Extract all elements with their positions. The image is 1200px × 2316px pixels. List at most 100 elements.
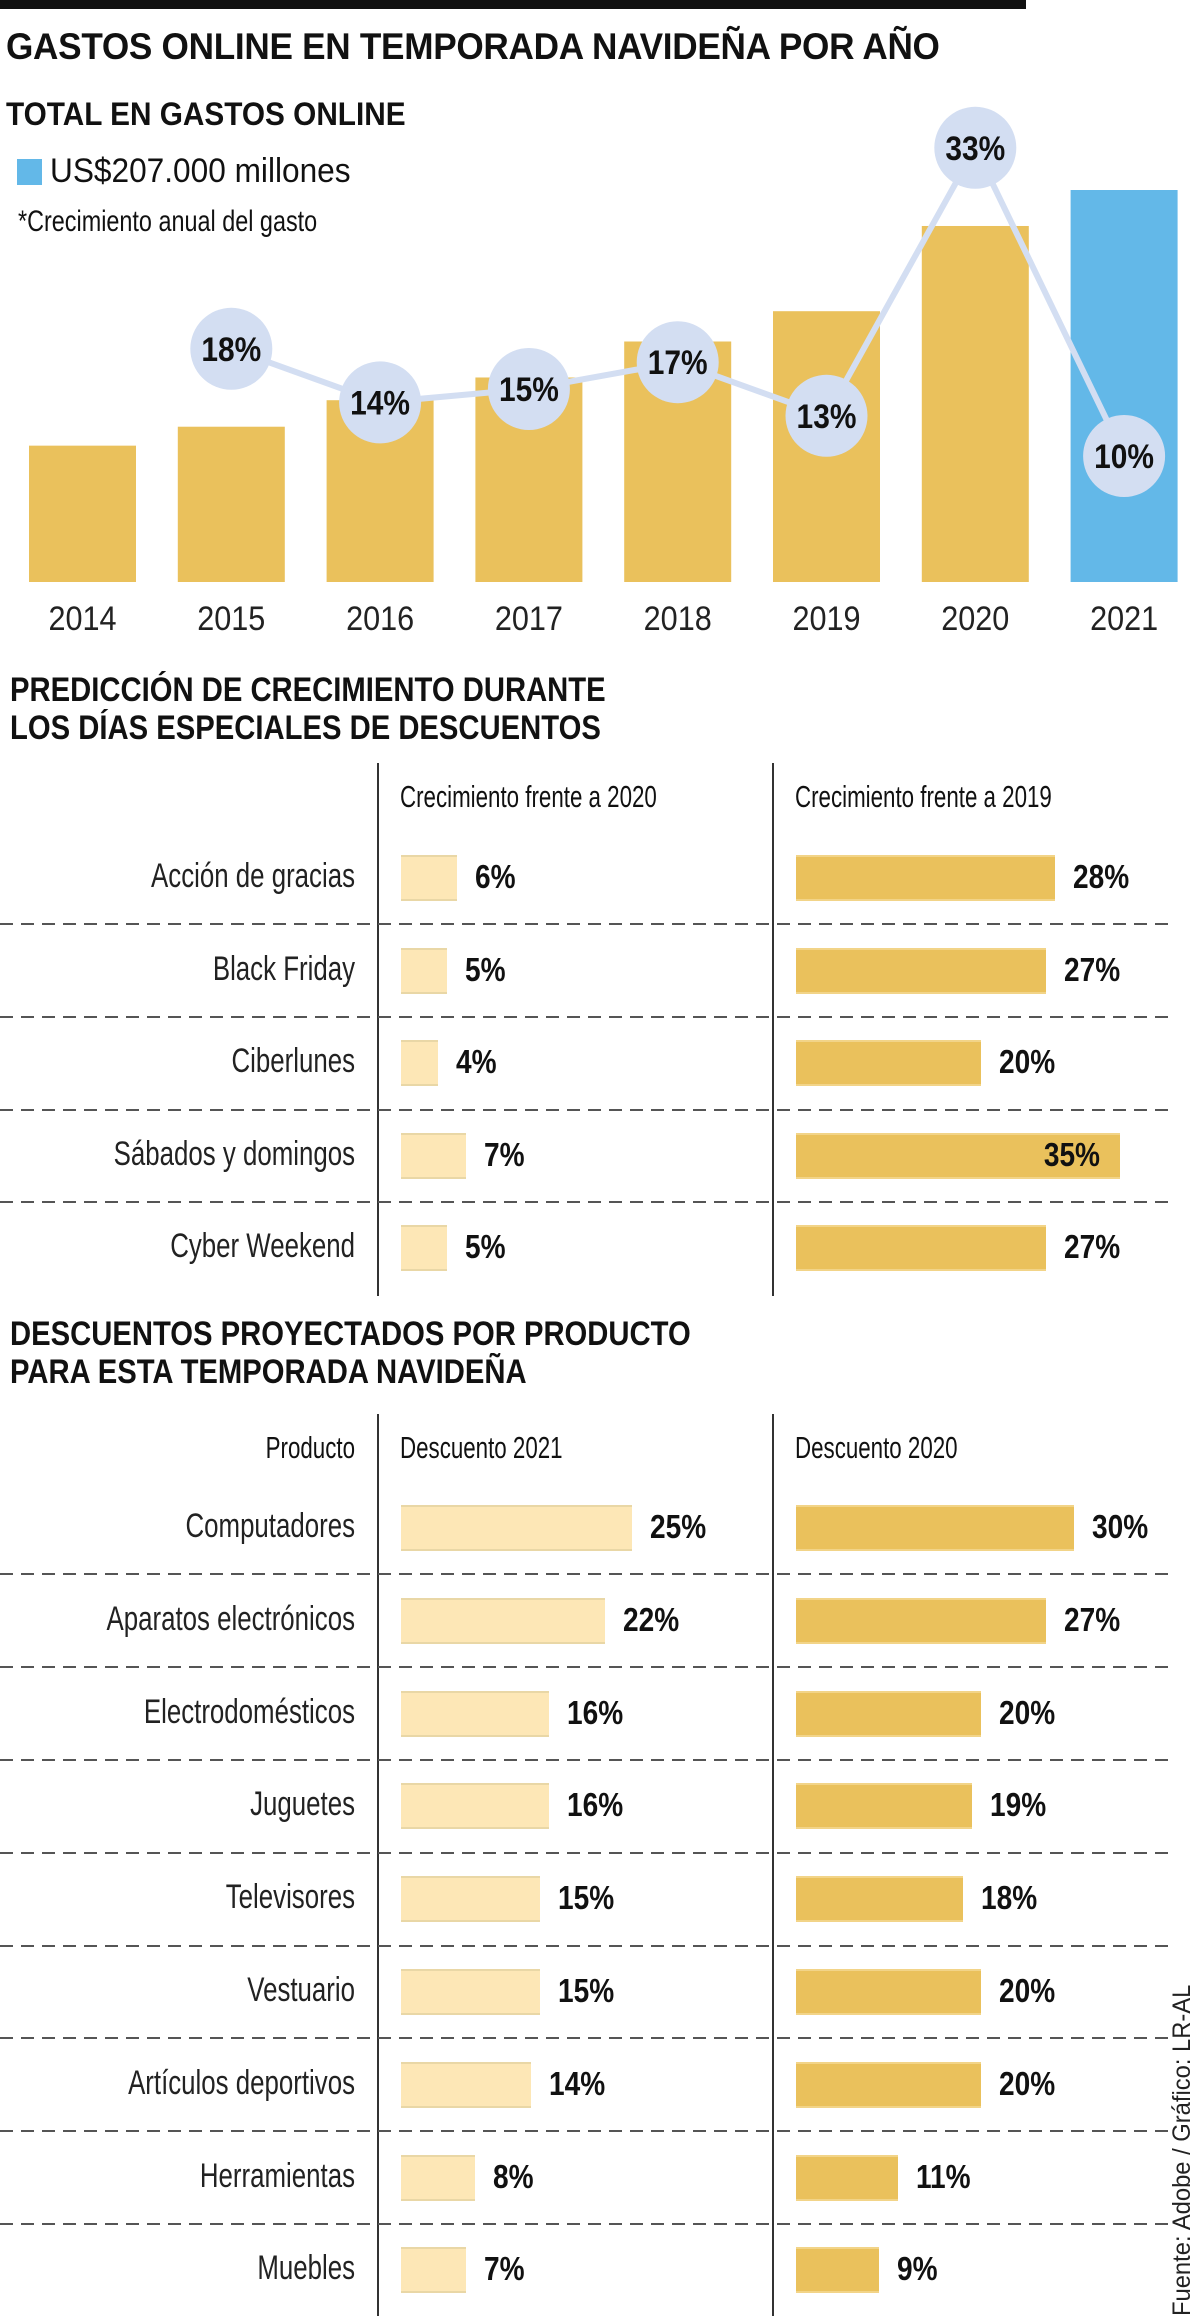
value-label: 27% [1063, 950, 1120, 988]
growth-label: 13% [797, 397, 857, 435]
growth-label: 15% [499, 370, 559, 408]
bar-discount-2020 [796, 1505, 1074, 1551]
x-tick-label: 2021 [1090, 600, 1158, 638]
row-divider [0, 1108, 1170, 1111]
value-label: 22% [622, 1600, 679, 1638]
bar-vs2019 [796, 855, 1055, 901]
growth-bubble-2015 [190, 307, 273, 390]
row-divider [0, 923, 1170, 926]
x-tick-label: 2020 [941, 600, 1009, 638]
annual-spending-chart: 2014 2015 2016 2017 2018 2019 2020 2021 18% 14% 1… [29, 106, 1178, 638]
bar-vs2019 [796, 1040, 981, 1087]
bar-discount-2021 [401, 1690, 549, 1737]
row-label: Televisores [225, 1878, 355, 1917]
column-divider [377, 1414, 379, 2316]
legend-label: US$207.000 millones [50, 152, 351, 190]
row-divider [0, 1015, 1170, 1018]
value-label: 20% [999, 1972, 1056, 2009]
row-label: Black Friday [212, 949, 355, 988]
section1-title: TOTAL EN GASTOS ONLINE [6, 96, 406, 132]
row-divider [0, 1666, 1170, 1669]
bar-discount-2021 [401, 1783, 549, 1830]
row-divider [0, 1759, 1170, 1761]
growth-bubble-2019 [785, 374, 868, 457]
growth-label: 10% [1094, 437, 1154, 475]
row-label: Cyber Weekend [170, 1227, 355, 1266]
row-label: Artículos deportivos [128, 2063, 355, 2102]
section3-label-header: Producto [265, 1430, 355, 1465]
section2-title-line1: PREDICCIÓN DE CRECIMIENTO DURANTE [10, 671, 606, 709]
bar-discount-2021 [401, 1876, 540, 1923]
bar-discount-2020 [796, 2061, 981, 2108]
value-label: 7% [483, 1135, 525, 1173]
x-tick-label: 2016 [346, 600, 414, 638]
value-label: 5% [465, 1228, 506, 1266]
bar-vs2019 [796, 947, 1046, 994]
growth-label: 14% [350, 384, 410, 422]
value-label: 20% [999, 1693, 1056, 1731]
x-tick-label: 2018 [644, 600, 712, 638]
row-divider [0, 1851, 1170, 1854]
value-label: 7% [483, 2250, 525, 2288]
value-label: 5% [465, 950, 506, 988]
legend-swatch-2021 [17, 159, 42, 185]
row-label: Ciberlunes [231, 1042, 355, 1081]
row-label: Juguetes [250, 1785, 355, 1824]
bar-discount-2020 [796, 1876, 963, 1923]
value-label: 15% [557, 1879, 614, 1917]
x-tick-label: 2019 [792, 600, 860, 638]
row-divider [0, 1573, 1170, 1576]
column-divider [772, 763, 774, 1296]
row-label: Vestuario [247, 1971, 355, 2009]
section2-col1-header: Crecimiento frente a 2020 [400, 779, 657, 814]
bar-vs2020 [401, 1132, 466, 1179]
growth-label: 33% [945, 129, 1005, 167]
value-label: 14% [548, 2064, 605, 2102]
growth-bubble-2021 [1083, 415, 1166, 497]
bar-vs2019 [796, 1132, 1120, 1179]
source-credit: Fuente: Adobe / Gráfico: LR-AL [1168, 1984, 1196, 2316]
growth-label: 18% [201, 330, 261, 368]
bar-discount-2020 [796, 2154, 898, 2201]
value-label: 18% [980, 1879, 1037, 1917]
column-divider [377, 763, 379, 1296]
value-label: 28% [1073, 858, 1130, 895]
value-label: 25% [650, 1508, 707, 1545]
row-label: Computadores [185, 1507, 355, 1545]
bar-vs2019 [796, 1225, 1046, 1272]
value-label: 35% [1043, 1135, 1100, 1173]
section2-col2-header: Crecimiento frente a 2019 [795, 779, 1052, 814]
section3-col2-header: Descuento 2020 [795, 1430, 958, 1465]
bar-discount-2020 [796, 1690, 981, 1737]
bar-vs2020 [401, 855, 457, 901]
row-label: Sábados y domingos [113, 1134, 355, 1173]
header-rule [0, 0, 1026, 9]
growth-bubble-2017 [487, 348, 570, 430]
value-label: 11% [915, 2157, 971, 2195]
row-label: Herramientas [199, 2156, 355, 2195]
value-label: 16% [567, 1693, 624, 1731]
bar-2015 [177, 426, 285, 582]
page-title: GASTOS ONLINE EN TEMPORADA NAVIDEÑA POR … [6, 26, 940, 67]
value-label: 27% [1063, 1228, 1120, 1266]
value-label: 20% [999, 1043, 1056, 1081]
growth-label: 17% [648, 343, 708, 381]
bar-vs2020 [401, 947, 448, 994]
row-divider [0, 2037, 1170, 2040]
bar-discount-2020 [796, 1783, 972, 1830]
value-label: 6% [474, 858, 516, 895]
bar-discount-2020 [796, 1969, 981, 2015]
row-divider [0, 1201, 1170, 1204]
growth-bubble-2018 [636, 321, 719, 404]
value-label: 27% [1063, 1600, 1120, 1638]
bar-discount-2021 [401, 1505, 633, 1551]
growth-bubble-2020 [934, 106, 1017, 189]
value-label: 9% [897, 2250, 938, 2288]
bar-vs2020 [401, 1040, 438, 1087]
section3-title-line2: PARA ESTA TEMPORADA NAVIDEÑA [10, 1353, 527, 1391]
value-label: 4% [456, 1043, 497, 1081]
growth-note: *Crecimiento anual del gasto [18, 205, 318, 238]
x-tick-label: 2017 [495, 600, 563, 638]
value-label: 19% [989, 1786, 1046, 1824]
value-label: 30% [1091, 1508, 1148, 1545]
